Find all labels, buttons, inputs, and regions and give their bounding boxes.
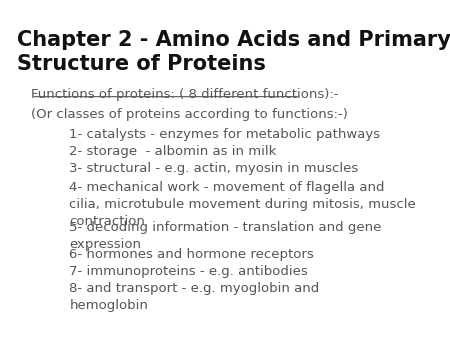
Text: 6- hormones and hormone receptors: 6- hormones and hormone receptors: [69, 248, 314, 261]
Text: 8- and transport - e.g. myoglobin and
hemoglobin: 8- and transport - e.g. myoglobin and he…: [69, 282, 320, 312]
Text: (Or classes of proteins according to functions:-): (Or classes of proteins according to fun…: [31, 108, 348, 121]
Text: 3- structural - e.g. actin, myosin in muscles: 3- structural - e.g. actin, myosin in mu…: [69, 162, 359, 175]
Text: 5- decoding information - translation and gene
expression: 5- decoding information - translation an…: [69, 221, 382, 251]
Text: Functions of proteins: ( 8 different functions):-: Functions of proteins: ( 8 different fun…: [31, 88, 339, 101]
Text: 4- mechanical work - movement of flagella and
cilia, microtubule movement during: 4- mechanical work - movement of flagell…: [69, 181, 416, 228]
Text: 7- immunoproteins - e.g. antibodies: 7- immunoproteins - e.g. antibodies: [69, 265, 308, 278]
Text: Structure of Proteins: Structure of Proteins: [18, 54, 266, 74]
Text: 1- catalysts - enzymes for metabolic pathways: 1- catalysts - enzymes for metabolic pat…: [69, 128, 381, 141]
Text: 2- storage  - albomin as in milk: 2- storage - albomin as in milk: [69, 145, 277, 158]
Text: Chapter 2 - Amino Acids and Primary: Chapter 2 - Amino Acids and Primary: [18, 30, 450, 50]
